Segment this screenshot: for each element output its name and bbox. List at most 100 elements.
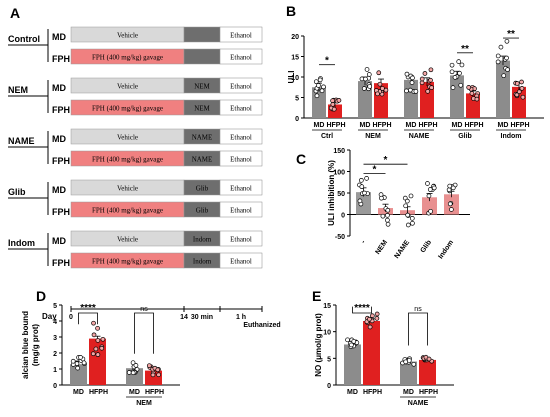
row-label: MD	[52, 83, 66, 93]
y-tick-label: 0	[327, 383, 331, 390]
timeline-day14: 14	[180, 314, 188, 321]
data-point	[514, 92, 520, 98]
data-point	[359, 184, 365, 190]
ethanol-label: Ethanol	[230, 156, 252, 164]
data-point	[95, 352, 101, 358]
y-tick-label: 0	[295, 116, 299, 123]
data-point	[404, 198, 410, 204]
data-point	[422, 71, 428, 76]
x-tick-label: HFPH	[418, 122, 437, 129]
data-point	[367, 324, 373, 330]
data-point	[447, 183, 453, 189]
data-point	[426, 356, 432, 362]
row-label: FPH	[52, 156, 70, 166]
timeline-day-label: Day	[42, 312, 57, 321]
x-tick-label: MD	[498, 122, 509, 129]
data-point	[501, 73, 507, 79]
data-point	[336, 98, 342, 103]
ethanol-label: Ethanol	[230, 134, 252, 142]
ethanol-box	[219, 252, 263, 269]
data-point	[364, 67, 370, 72]
x-tick-label: NAME	[394, 239, 412, 260]
pretreatment-label: FPH (400 mg/kg) gavage	[92, 105, 163, 113]
panel-letter-a: A	[10, 5, 20, 21]
bar-md	[70, 364, 87, 385]
pretreatment-label: Vehicle	[117, 185, 138, 193]
data-point	[410, 220, 415, 226]
y-tick-label: 0	[341, 213, 345, 220]
group-label: NAME	[409, 133, 430, 140]
data-point	[504, 38, 510, 44]
x-tick-label: -	[360, 239, 367, 245]
data-point	[452, 75, 458, 80]
ethanol-label: Ethanol	[230, 258, 252, 266]
group-label: NAME	[408, 400, 429, 407]
y-axis-label-group: ULI inhibition (%)	[327, 160, 336, 226]
inhibitor-box	[183, 26, 221, 43]
data-point	[313, 79, 319, 85]
data-point	[351, 339, 357, 344]
data-point	[406, 358, 412, 363]
data-point	[495, 53, 501, 59]
bar-hfph	[419, 359, 436, 385]
data-point	[99, 345, 105, 351]
x-tick-label: MD	[403, 389, 414, 396]
panel-letter-b: B	[286, 3, 296, 19]
timeline-euthanized: Euthanized	[243, 322, 280, 329]
panel-letter-e: E	[312, 288, 321, 304]
pretreatment-label: FPH (400 mg/kg) gavage	[92, 207, 163, 215]
row-label: MD	[52, 236, 66, 246]
inhibitor-label: Glib	[196, 207, 209, 215]
y-tick-label: 2	[53, 351, 57, 358]
data-point	[385, 217, 390, 223]
data-point	[450, 185, 456, 191]
y-tick-label: 5	[53, 303, 57, 310]
row-label: MD	[52, 32, 66, 42]
pretreatment-label: FPH (400 mg/kg) gavage	[92, 156, 163, 164]
x-tick-label: MD	[452, 122, 463, 129]
x-tick-label: HFPH	[363, 389, 382, 396]
data-point	[155, 367, 161, 373]
data-point	[449, 69, 455, 75]
sig-label: **	[507, 29, 515, 40]
group-label: Glib	[458, 133, 472, 140]
inhibitor-label: NEM	[194, 105, 210, 113]
data-point	[474, 96, 480, 102]
y-tick-label: 15	[323, 303, 331, 310]
data-point	[380, 86, 385, 91]
x-tick-label: MD	[347, 389, 358, 396]
data-point	[449, 62, 455, 68]
bar-md	[450, 75, 464, 118]
y-axis-label-group: alcian blue bound (mg/g prot)	[21, 311, 40, 379]
data-point	[91, 332, 97, 338]
data-point	[130, 370, 136, 376]
y-axis-label: alcian blue bound	[21, 311, 30, 379]
data-point	[133, 363, 139, 368]
x-tick-label: MD	[129, 389, 140, 396]
sig-label: *	[373, 165, 377, 176]
sig-label: ns	[414, 306, 422, 313]
data-point	[514, 81, 520, 86]
data-point	[90, 351, 96, 357]
data-point	[466, 85, 472, 90]
data-point	[331, 106, 337, 112]
data-point	[426, 193, 432, 199]
data-point	[156, 372, 161, 378]
data-point	[457, 70, 462, 76]
data-point	[377, 81, 383, 87]
y-tick-label: 10	[291, 75, 299, 82]
data-point	[447, 201, 453, 207]
data-point	[374, 311, 380, 317]
bar-md	[400, 361, 417, 385]
y-tick-label: 150	[333, 148, 345, 155]
data-point	[361, 86, 367, 91]
x-tick-label: HFPH	[464, 122, 483, 129]
data-point	[376, 70, 382, 76]
data-point	[425, 181, 430, 186]
ethanol-box	[219, 179, 263, 196]
data-point	[519, 86, 525, 91]
data-point	[95, 325, 100, 331]
row-label: FPH	[52, 105, 70, 115]
data-point	[100, 336, 106, 342]
